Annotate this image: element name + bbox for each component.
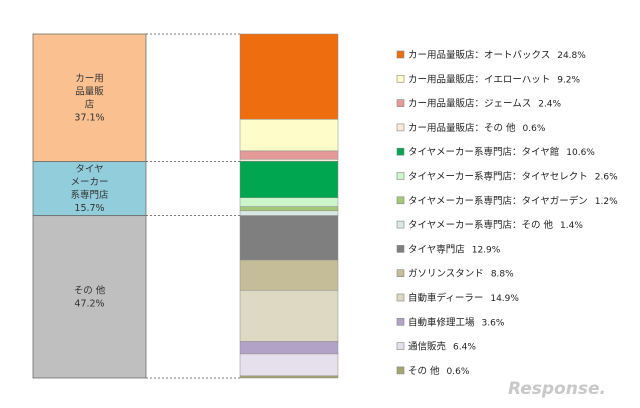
legend-label: ガソリンスタンド — [408, 269, 484, 280]
legend-swatch — [396, 172, 405, 180]
legend-swatch — [396, 269, 405, 278]
legend-item: 通信販売 6.4% — [396, 341, 476, 353]
legend-value: 1.4% — [560, 221, 583, 231]
right-bar-segment-0 — [239, 33, 339, 120]
legend-swatch — [396, 196, 405, 205]
legend-swatch — [396, 50, 405, 59]
legend-value: 24.8% — [557, 51, 586, 61]
legend-label: カー用品量販店：イエローハット — [408, 73, 550, 85]
legend-value: 0.6% — [523, 124, 546, 134]
legend-value: 0.6% — [447, 367, 470, 377]
legend-item: 自動車修理工場 3.6% — [396, 316, 505, 328]
legend-swatch — [396, 293, 405, 302]
legend-item: カー用品量販店：イエローハット 9.2% — [396, 73, 581, 85]
left-segment-name-label: タイヤ — [75, 164, 103, 175]
legend-swatch — [396, 99, 405, 107]
left-segment-value-label: 15.7% — [74, 203, 104, 214]
legend-swatch — [396, 317, 405, 326]
legend-label: タイヤ専門店 — [408, 243, 465, 255]
legend-item: タイヤメーカー系専門店：その 他 1.4% — [396, 219, 583, 231]
legend-value: 9.2% — [557, 75, 580, 85]
left-segment-name-label: 品量販 — [75, 85, 104, 97]
left-segment-name-label: 店 — [85, 98, 95, 110]
connector-lines — [146, 33, 240, 379]
legend-item: カー用品量販店：その 他 0.6% — [396, 122, 546, 134]
right-bar-segment-1 — [239, 119, 339, 152]
legend-item: タイヤメーカー系専門店：タイヤセレクト 2.6% — [396, 171, 618, 183]
legend-item: ガソリンスタンド 8.8% — [396, 269, 514, 280]
legend-item: その 他 0.6% — [396, 365, 470, 377]
legend-label: 自動車ディーラー — [408, 292, 483, 304]
right-bar-segment-6 — [239, 206, 339, 212]
legend-value: 12.9% — [472, 245, 501, 255]
legend-label: 通信販売 — [408, 341, 446, 353]
legend-label: タイヤメーカー系専門店：タイヤセレクト — [408, 171, 588, 183]
right-bar-segment-13 — [239, 375, 339, 379]
legend-item: タイヤメーカー系専門店：タイヤガーデン 1.2% — [396, 195, 618, 207]
left-bar-segment-1 — [32, 161, 147, 217]
left-segment-name-label: カー用 — [75, 73, 104, 84]
legend-value: 1.2% — [595, 197, 618, 207]
right-stacked-bar — [239, 33, 339, 379]
legend-swatch — [396, 342, 405, 350]
left-bar-segment-0 — [32, 33, 147, 163]
left-stacked-bar: カー用品量販店 37.1% タイヤメーカー系専門店 15.7% その 他 47.2% — [32, 33, 147, 379]
legend-label: その 他 — [408, 365, 440, 377]
legend-swatch — [396, 123, 405, 132]
right-bar-segment-2 — [239, 150, 339, 160]
right-bar-segment-11 — [239, 341, 339, 355]
legend-label: タイヤメーカー系専門店：タイヤ館 — [408, 146, 559, 158]
legend-label: カー用品量販店：オートバックス — [408, 49, 550, 61]
right-bar-segment-10 — [239, 290, 339, 342]
legend-label: カー用品量販店：ジェームス — [408, 98, 531, 110]
watermark: Response. — [508, 379, 606, 399]
legend-value: 14.9% — [490, 294, 519, 304]
right-bar-segment-8 — [239, 215, 339, 261]
legend-value: 3.6% — [482, 318, 505, 328]
left-bar-segment-2 — [32, 215, 147, 379]
legend-label: タイヤメーカー系専門店：その 他 — [408, 219, 554, 231]
legend-value: 2.6% — [595, 173, 618, 183]
left-segment-name-label: その 他 — [74, 284, 106, 296]
legend-label: 自動車修理工場 — [408, 316, 475, 328]
left-segment-value-label: 47.2% — [74, 298, 104, 309]
right-bar-segment-5 — [239, 197, 339, 207]
legend-label: カー用品量販店：その 他 — [408, 122, 516, 134]
left-segment-name-label: メーカー — [70, 177, 108, 188]
legend-value: 6.4% — [453, 343, 476, 353]
legend-item: 自動車ディーラー 14.9% — [396, 292, 519, 304]
legend-item: カー用品量販店：オートバックス 24.8% — [396, 49, 586, 61]
right-bar-segment-4 — [239, 161, 339, 198]
right-bar-segment-7 — [239, 210, 339, 216]
left-segment-value-label: 37.1% — [74, 112, 104, 123]
legend-swatch — [396, 75, 405, 83]
right-bar-segment-9 — [239, 259, 339, 291]
right-bar-segment-12 — [239, 353, 339, 377]
legend-item: カー用品量販店：ジェームス 2.4% — [396, 98, 562, 110]
right-bar-segment-3 — [239, 158, 339, 162]
legend-item: タイヤ専門店 12.9% — [396, 243, 501, 255]
legend-swatch — [396, 245, 405, 253]
legend-label: タイヤメーカー系専門店：タイヤガーデン — [408, 195, 588, 207]
legend-value: 8.8% — [491, 270, 514, 280]
legend: カー用品量販店：オートバックス 24.8%カー用品量販店：イエローハット 9.2%カ… — [396, 49, 618, 377]
legend-value: 10.6% — [566, 148, 595, 158]
legend-item: タイヤメーカー系専門店：タイヤ館 10.6% — [396, 146, 595, 158]
legend-swatch — [396, 366, 405, 375]
legend-value: 2.4% — [538, 100, 561, 110]
legend-swatch — [396, 147, 405, 156]
legend-swatch — [396, 220, 405, 229]
left-segment-name-label: 系専門店 — [70, 189, 108, 201]
